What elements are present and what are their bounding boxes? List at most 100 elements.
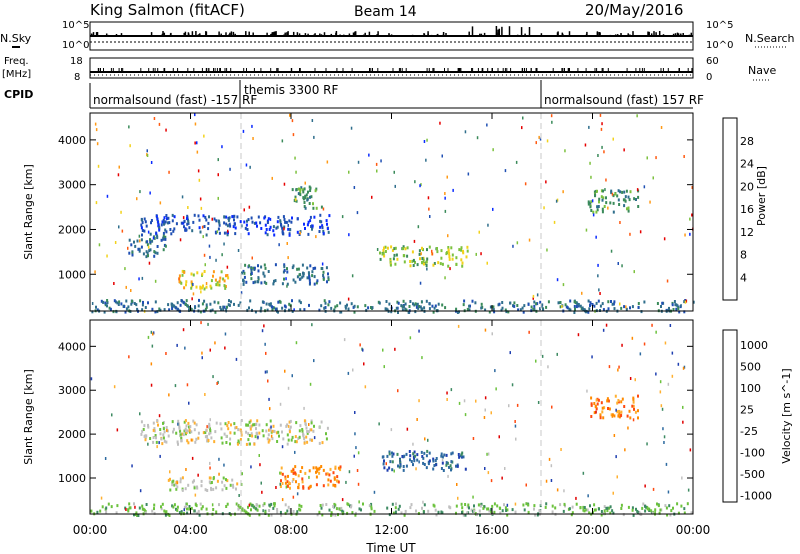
power-cell (202, 214, 205, 218)
velocity-cell (423, 451, 426, 455)
power-sparse-cell (130, 289, 132, 292)
velocity-cell (631, 404, 634, 408)
velocity-cell (234, 426, 237, 430)
power-cell (304, 194, 307, 198)
power-sparse-cell (417, 225, 420, 229)
power-sparse-cell (154, 279, 157, 283)
velocity-cell (215, 486, 218, 490)
power-cell (237, 303, 240, 307)
power-cell (396, 257, 399, 261)
power-cell (210, 286, 213, 290)
power-sparse-cell (543, 206, 545, 210)
power-cell (249, 299, 252, 303)
velocity-sparse-cell (412, 442, 414, 446)
power-cell (260, 227, 263, 230)
power-cell (170, 304, 173, 308)
velocity-cell (594, 405, 597, 409)
velocity-cell (297, 437, 300, 440)
power-cell (271, 308, 274, 312)
power-sparse-cell (556, 198, 559, 202)
velocity-cell (370, 502, 373, 506)
power-cell (328, 300, 331, 304)
power-cell (441, 303, 444, 307)
power-cell (346, 303, 348, 307)
power-cell (557, 301, 560, 305)
velocity-cell (167, 434, 170, 438)
velocity-cell (166, 429, 169, 433)
velocity-sparse-cell (294, 450, 296, 454)
velocity-cell (155, 440, 158, 444)
velocity-cell (181, 488, 184, 492)
power-cell (248, 306, 250, 310)
velocity-cell (99, 509, 102, 513)
velocity-cell (583, 509, 586, 513)
power-cell (146, 243, 149, 247)
velocity-sparse-cell (634, 378, 636, 382)
velocity-cell (185, 502, 188, 506)
power-cell (303, 308, 306, 312)
velocity-cell (593, 503, 596, 507)
power-cell (308, 202, 311, 205)
power-cell (141, 303, 144, 307)
power-cell (434, 304, 437, 308)
velocity-cell (315, 483, 318, 487)
velocity-cell (210, 488, 213, 492)
power-cell (312, 267, 315, 270)
power-cell (171, 213, 174, 217)
power-cell (326, 227, 329, 231)
velocity-cell (153, 427, 156, 431)
velocity-cell (169, 488, 172, 492)
power-cell (588, 307, 591, 311)
velocity-cell (292, 510, 295, 513)
velocity-cell (147, 425, 150, 429)
velocity-cell (192, 419, 195, 423)
power-sparse-cell (285, 277, 287, 281)
power-cell (246, 308, 249, 312)
velocity-sparse-cell (224, 332, 227, 336)
power-sparse-cell (516, 241, 519, 245)
velocity-sparse-cell (490, 507, 492, 511)
velocity-cell (214, 430, 217, 434)
velocity-sparse-cell (258, 454, 260, 457)
power-sparse-cell (191, 297, 193, 301)
power-sparse-cell (326, 160, 329, 164)
power-cell (304, 206, 307, 210)
velocity-sparse-cell (487, 452, 490, 456)
velocity-sparse-cell (356, 469, 359, 472)
power-sparse-cell (559, 305, 562, 309)
velocity-sparse-cell (223, 463, 225, 467)
power-cell (299, 277, 302, 281)
power-sparse-cell (592, 213, 595, 217)
power-sparse-cell (146, 154, 149, 157)
velocity-cell (227, 421, 230, 424)
power-sparse-cell (581, 291, 583, 295)
velocity-sparse-cell (150, 362, 153, 366)
power-cell (365, 308, 368, 312)
power-sparse-cell (249, 165, 251, 169)
velocity-cell (432, 459, 435, 463)
velocity-cell (306, 430, 309, 433)
velocity-cell (187, 483, 190, 487)
power-cell (266, 308, 269, 312)
velocity-cell (408, 450, 411, 453)
power-cell (302, 271, 304, 275)
power-cell (209, 302, 212, 306)
power-cell (240, 224, 243, 228)
velocity-cell (306, 440, 309, 444)
power-cell (613, 307, 616, 311)
velocity-cell (386, 506, 389, 510)
velocity-sparse-cell (587, 494, 589, 498)
power-cell (371, 306, 374, 310)
power-cell (178, 274, 181, 278)
power-cell (156, 245, 159, 248)
power-cell (215, 231, 217, 235)
power-cell (629, 190, 632, 194)
power-sparse-cell (114, 241, 117, 244)
power-sparse-cell (562, 283, 565, 287)
xtick-label: 12:00 (374, 523, 409, 537)
velocity-cell (277, 430, 280, 434)
power-cell (661, 301, 664, 305)
power-cell (275, 226, 278, 230)
power-cell (250, 267, 253, 271)
velocity-cell (273, 504, 276, 508)
